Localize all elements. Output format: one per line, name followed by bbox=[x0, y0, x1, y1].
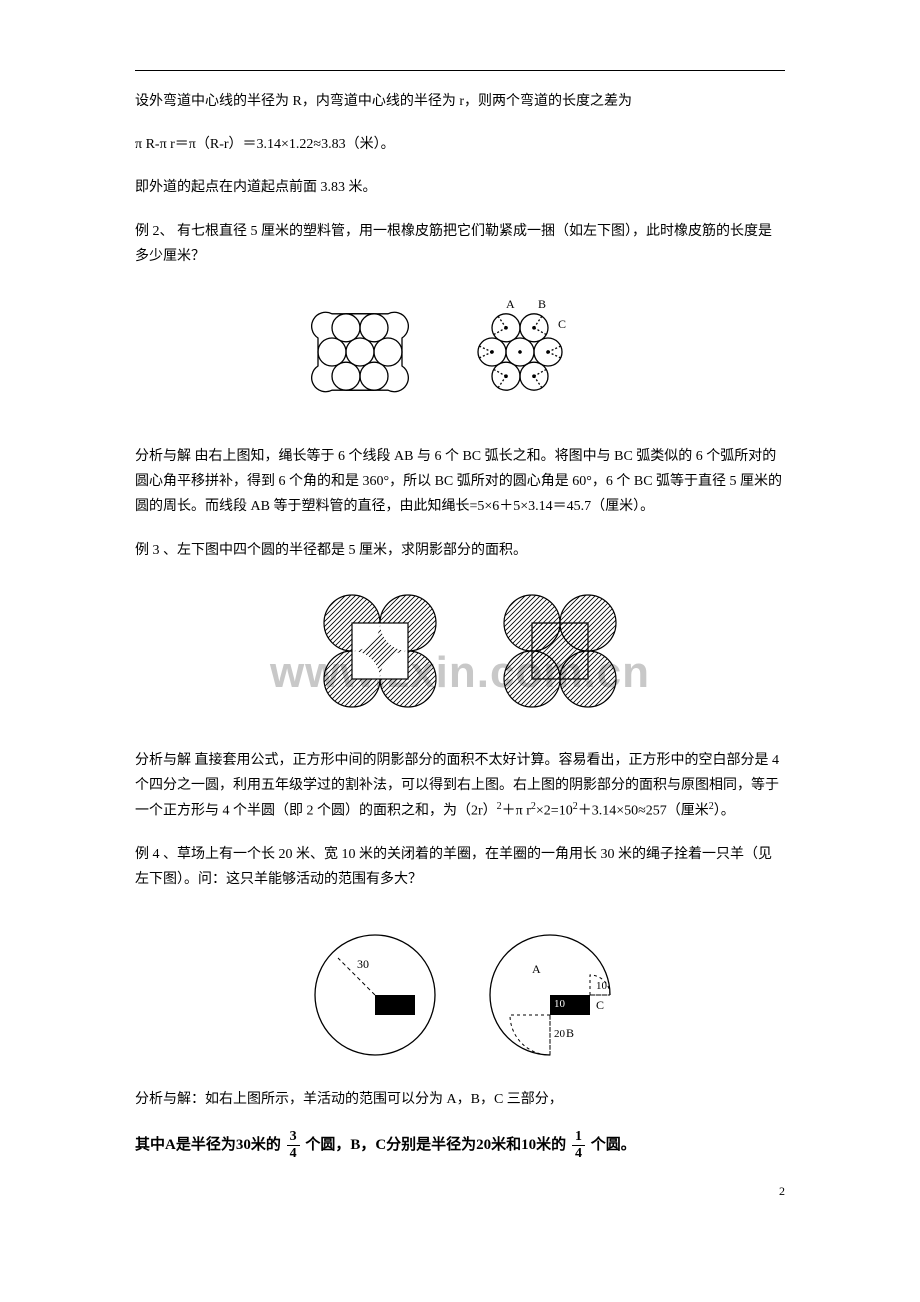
paragraph-1: 设外弯道中心线的半径为 R，内弯道中心线的半径为 r，则两个弯道的长度之差为 bbox=[135, 89, 785, 114]
svg-text:B: B bbox=[566, 1026, 574, 1040]
analysis-4: 分析与解：如右上图所示，羊活动的范围可以分为 A，B，C 三部分， bbox=[135, 1087, 785, 1112]
svg-text:B: B bbox=[538, 297, 546, 311]
svg-text:10: 10 bbox=[596, 980, 608, 992]
example-3-text: 例 3 、左下图中四个圆的半径都是 5 厘米，求阴影部分的面积。 bbox=[135, 538, 785, 563]
figure-four-circles bbox=[135, 581, 785, 726]
formula-fraction-line: 其中A是半径为30米的 3 4 个圆，B，C分别是半径为20米和10米的 1 4… bbox=[135, 1130, 785, 1161]
svg-text:A: A bbox=[506, 297, 515, 311]
example-4-text: 例 4 、草场上有一个长 20 米、宽 10 米的关闭着的羊圈，在羊圈的一角用长… bbox=[135, 842, 785, 892]
svg-text:C: C bbox=[558, 317, 566, 331]
fraction-1-4: 1 4 bbox=[572, 1130, 585, 1161]
svg-text:10: 10 bbox=[554, 998, 566, 1010]
svg-text:20: 20 bbox=[554, 1028, 566, 1040]
svg-text:C: C bbox=[596, 998, 604, 1012]
page-number: 2 bbox=[779, 1184, 785, 1199]
analysis-3: 分析与解 直接套用公式，正方形中间的阴影部分的面积不太好计算。容易看出，正方形中… bbox=[135, 748, 785, 824]
example-2-text: 例 2、 有七根直径 5 厘米的塑料管，用一根橡皮筋把它们勒紧成一捆（如左下图）… bbox=[135, 219, 785, 269]
fraction-3-4: 3 4 bbox=[287, 1130, 300, 1161]
svg-text:30: 30 bbox=[357, 957, 369, 971]
figure-sheep-range: 30 A 10 10 C 20 B bbox=[135, 910, 785, 1065]
paragraph-2: π R-π r＝π（R-r）＝3.14×1.22≈3.83（米）。 bbox=[135, 132, 785, 157]
analysis-2: 分析与解 由右上图知，绳长等于 6 个线段 AB 与 6 个 BC 弧长之和。将… bbox=[135, 444, 785, 520]
paragraph-3: 即外道的起点在内道起点前面 3.83 米。 bbox=[135, 175, 785, 200]
svg-text:A: A bbox=[532, 962, 541, 976]
figure-seven-circles: A B C bbox=[135, 287, 785, 422]
horizontal-rule-top bbox=[135, 70, 785, 71]
